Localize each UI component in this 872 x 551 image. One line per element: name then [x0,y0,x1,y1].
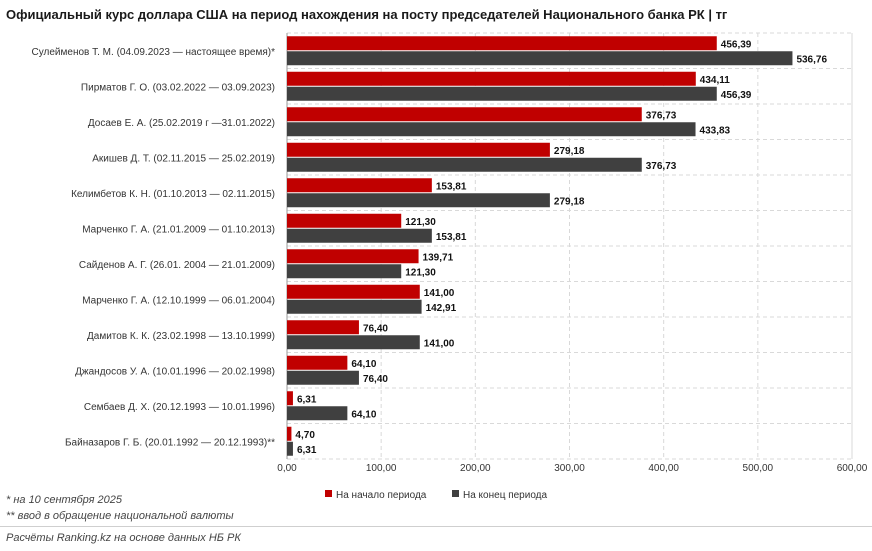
footnote-1: * на 10 сентября 2025 [6,494,123,506]
data-label: 376,73 [646,161,677,172]
data-label: 142,91 [426,303,457,314]
source-note: Расчёты Ranking.kz на основе данных НБ Р… [6,532,241,544]
data-label: 6,31 [297,445,317,456]
data-label: 536,76 [796,54,827,65]
bar-start [287,284,420,299]
category-label: Акишев Д. Т. (02.11.2015 — 25.02.2019) [92,153,275,164]
data-label: 279,18 [554,196,585,207]
bar-start [287,178,432,193]
data-label: 141,00 [424,338,455,349]
data-label: 76,40 [363,323,388,334]
x-tick-label: 400,00 [648,463,679,474]
x-tick-label: 500,00 [743,463,774,474]
bar-end [287,406,348,421]
bar-start [287,249,419,264]
data-label: 64,10 [351,359,376,370]
data-label: 279,18 [554,146,585,157]
category-label: Пирматов Г. О. (03.02.2022 — 03.09.2023) [81,82,275,93]
bar-end [287,228,432,243]
x-tick-label: 100,00 [366,463,397,474]
category-label: Байназаров Г. Б. (20.01.1992 — 20.12.199… [65,437,275,448]
legend-swatch-end [452,490,459,497]
data-label: 121,30 [405,267,436,278]
data-label: 139,71 [423,252,454,263]
data-label: 141,00 [424,288,455,299]
legend-label: На конец периода [463,490,548,501]
category-label: Сембаев Д. Х. (20.12.1993 — 10.01.1996) [84,401,275,413]
bar-start [287,391,293,406]
data-label: 64,10 [351,409,376,420]
bar-start [287,71,696,86]
x-tick-label: 600,00 [837,463,868,474]
bar-start [287,320,359,335]
bar-start [287,36,717,51]
category-label: Марченко Г. А. (12.10.1999 — 06.01.2004) [82,295,275,306]
footnote-2: ** ввод в обращение национальной валюты [6,510,234,522]
x-tick-label: 200,00 [460,463,491,474]
data-label: 4,70 [295,430,315,441]
data-label: 376,73 [646,110,677,121]
bar-start [287,426,292,441]
bar-start [287,355,348,370]
legend-swatch-start [325,490,332,497]
chart-title: Официальный курс доллара США на период н… [6,7,728,22]
x-tick-label: 0,00 [277,463,297,474]
x-tick-label: 300,00 [554,463,585,474]
bar-end [287,122,696,137]
divider [0,526,872,527]
bar-end [287,51,793,66]
category-label: Дамитов К. К. (23.02.1998 — 13.10.1999) [87,331,275,342]
data-label: 121,30 [405,217,436,228]
category-label: Досаев Е. А. (25.02.2019 г —31.01.2022) [88,118,275,129]
category-label: Марченко Г. А. (21.01.2009 — 01.10.2013) [82,224,275,235]
bar-end [287,370,359,385]
category-label: Сулейменов Т. М. (04.09.2023 — настоящее… [32,47,276,58]
category-label: Сайденов А. Г. (26.01. 2004 — 21.01.2009… [79,260,275,271]
bar-end [287,86,717,101]
data-label: 76,40 [363,374,388,385]
bar-start [287,213,402,228]
bar-end [287,299,422,314]
data-label: 153,81 [436,232,467,243]
legend-label: На начало периода [336,490,427,501]
data-label: 433,83 [700,125,731,136]
data-label: 434,11 [700,75,730,86]
data-label: 153,81 [436,181,467,192]
category-label: Келимбетов К. Н. (01.10.2013 — 02.11.201… [71,188,275,200]
bar-end [287,264,402,279]
data-label: 6,31 [297,394,317,405]
bar-start [287,107,642,122]
data-label: 456,39 [721,90,752,101]
data-label: 456,39 [721,39,752,50]
category-label: Джандосов У. А. (10.01.1996 — 20.02.1998… [75,366,275,377]
bar-end [287,335,420,350]
bar-start [287,142,550,157]
bar-end [287,441,293,456]
bar-end [287,193,550,208]
bar-end [287,157,642,172]
